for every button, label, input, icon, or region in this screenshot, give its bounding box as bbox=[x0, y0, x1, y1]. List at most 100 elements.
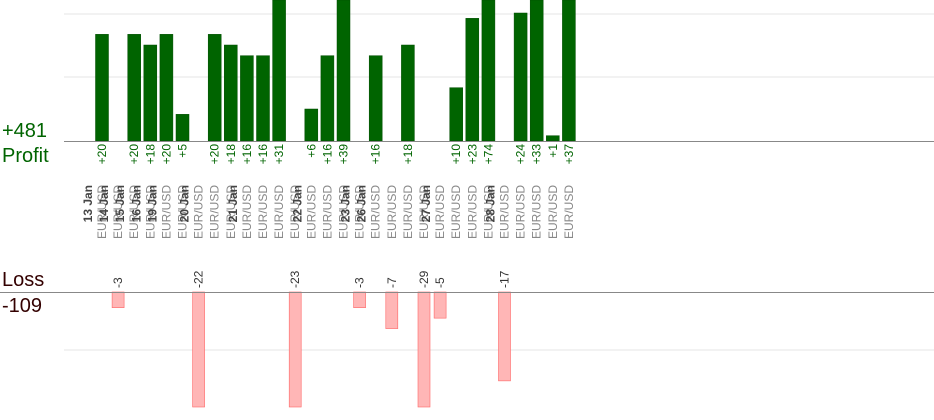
symbol-label: EUR/USD bbox=[449, 185, 463, 239]
symbol-label: EUR/USD bbox=[159, 185, 173, 239]
loss-bar bbox=[192, 291, 205, 408]
profit-value-label: +16 bbox=[240, 144, 254, 165]
profit-value-label: +20 bbox=[208, 144, 222, 165]
symbol-label: EUR/USD bbox=[288, 185, 302, 239]
profit-bar bbox=[272, 0, 286, 142]
profit-bar bbox=[481, 0, 496, 142]
loss-value-label: -29 bbox=[417, 270, 431, 288]
loss-bar bbox=[417, 291, 431, 408]
loss-label: Loss bbox=[2, 269, 45, 291]
symbol-label: EUR/USD bbox=[530, 185, 544, 239]
loss-value-label: -22 bbox=[192, 270, 206, 288]
symbol-label: EUR/USD bbox=[514, 185, 528, 239]
symbol-label: EUR/USD bbox=[256, 185, 270, 239]
symbol-label: EUR/USD bbox=[272, 185, 286, 239]
profit-bar bbox=[224, 44, 238, 142]
profit-bar bbox=[320, 55, 335, 142]
symbol-label: EUR/USD bbox=[546, 185, 560, 239]
profit-value-label: +18 bbox=[401, 144, 415, 165]
loss-value-label: -17 bbox=[498, 270, 512, 288]
symbol-label: EUR/USD bbox=[337, 185, 351, 239]
symbol-label: EUR/USD bbox=[111, 185, 125, 239]
profit-bar bbox=[465, 18, 480, 142]
profit-bar bbox=[449, 87, 463, 142]
profit-value-label: +20 bbox=[159, 144, 173, 165]
symbol-label: EUR/USD bbox=[208, 185, 222, 239]
profit-value-label: +1 bbox=[546, 144, 560, 158]
loss-bar bbox=[498, 291, 511, 382]
loss-bar bbox=[433, 291, 447, 319]
date-label: 15 Jan bbox=[113, 185, 127, 222]
profit-bar bbox=[256, 55, 270, 142]
date-label: 14 Jan bbox=[97, 185, 111, 222]
profit-bar bbox=[143, 44, 158, 142]
profit-value-label: +33 bbox=[530, 144, 544, 165]
profit-value-label: +18 bbox=[143, 144, 157, 165]
profit-bar bbox=[546, 135, 560, 142]
date-label: 20 Jan bbox=[178, 185, 192, 222]
symbol-label: EUR/USD bbox=[385, 185, 399, 239]
symbol-label: EUR/USD bbox=[353, 185, 367, 239]
profit-value-label: +74 bbox=[481, 144, 495, 165]
profit-bar bbox=[368, 55, 383, 142]
profit-label: Profit bbox=[2, 145, 49, 167]
symbol-label: EUR/USD bbox=[562, 185, 576, 239]
profit-bar bbox=[529, 0, 544, 142]
profit-bar bbox=[304, 108, 319, 142]
profit-value-label: +16 bbox=[369, 144, 383, 165]
loss-bar bbox=[385, 291, 399, 329]
profit-bar bbox=[336, 0, 351, 142]
profit-bar bbox=[127, 34, 141, 142]
loss-value-label: -23 bbox=[288, 270, 302, 288]
loss-value-label: -3 bbox=[111, 277, 125, 288]
date-label: 21 Jan bbox=[226, 185, 240, 222]
profit-value-label: +20 bbox=[127, 144, 141, 165]
profit-bar bbox=[159, 34, 174, 142]
profit-value-label: +6 bbox=[304, 144, 318, 158]
symbol-label: EUR/USD bbox=[465, 185, 479, 239]
loss-value-label: -7 bbox=[385, 277, 399, 288]
date-label: 16 Jan bbox=[129, 185, 143, 222]
symbol-label: EUR/USD bbox=[401, 185, 415, 239]
profit-value-label: +18 bbox=[224, 144, 238, 165]
symbol-label: EUR/USD bbox=[304, 185, 318, 239]
profit-value-label: +16 bbox=[320, 144, 334, 165]
loss-total: -109 bbox=[2, 295, 43, 317]
profit-value-label: +23 bbox=[465, 144, 479, 165]
profit-value-label: +10 bbox=[449, 144, 463, 165]
symbol-label: EUR/USD bbox=[224, 185, 238, 239]
symbol-label: EUR/USD bbox=[143, 185, 157, 239]
loss-bar bbox=[288, 291, 302, 408]
loss-bar bbox=[111, 291, 125, 308]
symbol-label: EUR/USD bbox=[95, 185, 109, 239]
profit-bar bbox=[240, 55, 254, 142]
profit-bar bbox=[175, 114, 190, 142]
date-label: 19 Jan bbox=[145, 185, 159, 222]
profit-value-label: +20 bbox=[95, 144, 109, 165]
loss-bar bbox=[353, 291, 366, 308]
profit-value-label: +24 bbox=[514, 144, 528, 165]
profit-value-label: +31 bbox=[272, 144, 286, 165]
symbol-label: EUR/USD bbox=[240, 185, 254, 239]
date-label: 26 Jan bbox=[355, 185, 369, 222]
profit-bar bbox=[401, 44, 415, 142]
profit-bar bbox=[95, 34, 109, 142]
profit-value-label: +16 bbox=[256, 144, 270, 165]
profit-total: +481 bbox=[2, 120, 48, 142]
loss-value-label: -5 bbox=[433, 277, 447, 288]
symbol-label: EUR/USD bbox=[192, 185, 206, 239]
profit-value-label: +5 bbox=[176, 144, 190, 158]
symbol-label: EUR/USD bbox=[481, 185, 495, 239]
symbol-label: EUR/USD bbox=[176, 185, 190, 239]
profit-bar bbox=[207, 34, 222, 142]
symbol-label: EUR/USD bbox=[498, 185, 512, 239]
date-label: 23 Jan bbox=[339, 185, 353, 222]
profit-value-label: +37 bbox=[562, 144, 576, 165]
profit-bar bbox=[562, 0, 576, 142]
date-label: 22 Jan bbox=[290, 185, 304, 222]
loss-value-label: -3 bbox=[353, 277, 367, 288]
date-label: 28 Jan bbox=[484, 185, 498, 222]
symbol-label: EUR/USD bbox=[320, 185, 334, 239]
date-label: 13 Jan bbox=[81, 185, 95, 222]
